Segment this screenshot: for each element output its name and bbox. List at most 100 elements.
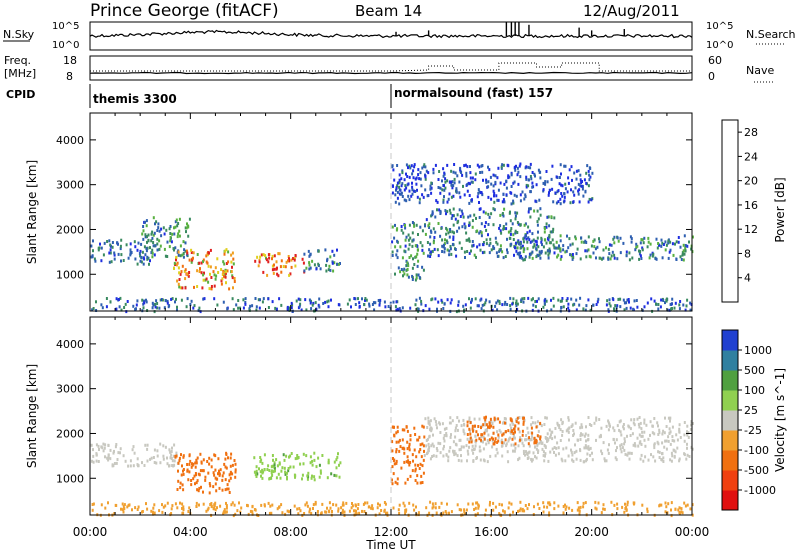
velCells-cell (665, 439, 668, 443)
powerCells-cell (416, 264, 419, 268)
powerCells-cell (392, 300, 395, 304)
powerCells-cell (299, 298, 302, 302)
velCells-cell (436, 449, 439, 453)
powerCells-cell (622, 241, 625, 245)
velCells-cell (676, 438, 679, 442)
velCells-cell (288, 455, 290, 459)
velCells-cell (484, 420, 487, 424)
powerCells-cell (248, 308, 251, 312)
powerCells-cell (515, 194, 518, 198)
velocity-ylabel: Slant Range [km] (25, 364, 39, 468)
velCells-cell (683, 501, 686, 505)
velCells-cell (217, 457, 220, 461)
powerCells-cell (173, 232, 176, 236)
powerCells-cell (584, 308, 587, 312)
powerCells-cell (516, 166, 519, 170)
velCells-cell (214, 508, 217, 512)
powerCells-cell (660, 244, 663, 248)
velCells-cell (619, 419, 622, 423)
velCells-cell (498, 428, 501, 432)
velCells-cell (535, 447, 538, 451)
powerCells-cell (513, 166, 516, 170)
powerCells-cell (437, 178, 440, 181)
powerCells-cell (641, 308, 644, 312)
velCells-cell (544, 454, 546, 458)
velCells-cell (671, 425, 674, 429)
velCells-cell (548, 511, 551, 515)
velCells-cell (618, 420, 621, 424)
powerCells-cell (286, 308, 289, 312)
velCells-cell (420, 474, 423, 478)
velCells-cell (434, 506, 437, 510)
velCells-cell (536, 420, 539, 424)
velCells-cell (497, 433, 500, 437)
velCells-cell (674, 450, 677, 454)
velCells-cell (206, 508, 209, 512)
powerCells-cell (364, 298, 366, 302)
velCells-cell (305, 454, 308, 458)
powerCells-cell (659, 305, 662, 309)
velCells-cell (101, 446, 104, 450)
powerCells-cell (123, 306, 126, 309)
powerCells-cell (606, 299, 609, 303)
powerCells-cell (490, 182, 493, 186)
velCells-cell (607, 428, 610, 432)
velCells-cell (615, 449, 617, 453)
powerCells-cell (559, 202, 562, 206)
velCells-cell (435, 511, 438, 515)
powerCells-cell (308, 261, 311, 265)
velCells-cell (188, 453, 191, 457)
velCells-cell (136, 463, 139, 467)
powerCells-cell (134, 245, 137, 249)
velCells-cell (156, 449, 159, 453)
powerCells-cell (92, 307, 95, 310)
powerCells-cell (401, 171, 404, 175)
velCells-cell (412, 459, 414, 463)
powerCells-cell (497, 166, 500, 170)
velCells-cell (240, 506, 243, 510)
powerCells-cell (257, 264, 260, 268)
velCells-cell (534, 421, 537, 425)
velCells-cell (120, 507, 122, 511)
velCells-cell (283, 466, 286, 470)
powerCells-cell (608, 302, 611, 306)
velCells-cell (539, 421, 542, 425)
velCells-cell (422, 444, 425, 448)
velCells-cell (228, 479, 231, 483)
velCells-cell (97, 460, 100, 463)
powerCells-cell (534, 174, 536, 178)
powerCells-cell (679, 300, 682, 303)
powerCells-cell (579, 296, 582, 300)
powerCells-cell (587, 235, 590, 239)
velCells-cell (170, 450, 173, 453)
powerCells-cell (564, 182, 567, 186)
powerCells-cell (559, 299, 562, 303)
powerCells-cell (496, 308, 499, 312)
velCells-cell (466, 449, 469, 453)
powerCells-cell (539, 207, 542, 211)
powerCells-cell (536, 209, 539, 213)
velCells-cell (587, 416, 590, 419)
powerCells-cell (105, 305, 108, 309)
velCells-cell (460, 424, 463, 428)
velCells-cell (489, 500, 491, 504)
velCells-cell (414, 433, 417, 436)
velCells-cell (325, 510, 328, 514)
velCells-cell (476, 501, 479, 505)
velCells-cell (305, 501, 308, 505)
powerCells-cell (535, 240, 538, 244)
velCells-cell (544, 436, 547, 439)
powerCells-cell (552, 304, 555, 308)
powerCells-cell (402, 231, 405, 235)
y-tick-label: 4000 (56, 338, 84, 351)
velCells-cell (146, 443, 149, 447)
powerCells-cell (144, 253, 147, 257)
powerCells-cell (667, 239, 670, 243)
velCells-cell (266, 468, 269, 471)
powerCells-cell (527, 165, 530, 169)
search-tick-bottom: 10^0 (706, 40, 733, 51)
powerCells-cell (465, 174, 468, 178)
velCells-cell (132, 464, 135, 468)
velCells-cell (442, 511, 445, 515)
velCells-cell (287, 469, 290, 473)
